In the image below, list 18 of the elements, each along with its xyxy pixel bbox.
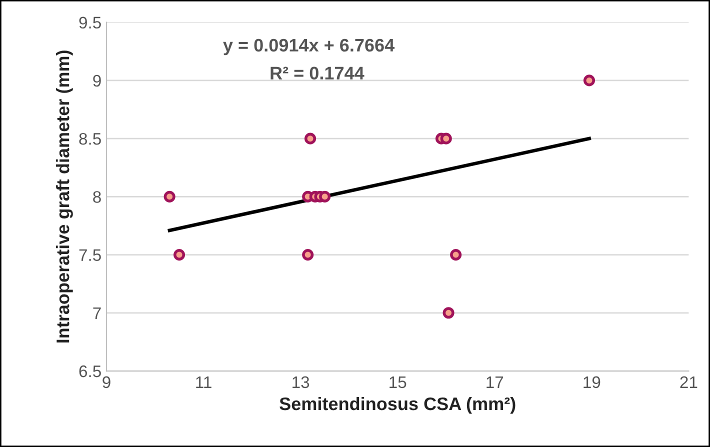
x-tick-label: 19 [584,376,600,388]
x-axis-title: Semitendinosus CSA (mm²) [280,396,516,414]
x-tick-label: 15 [390,376,406,388]
x-tick-label: 21 [680,376,698,388]
x-tick-label: 9 [102,376,110,388]
annotation: R² = 0.1744 [270,66,364,80]
y-tick-label: 7.5 [79,249,101,261]
y-axis-title: Intraoperative graft diameter (mm) [56,50,73,342]
x-tick-label: 11 [196,376,212,388]
y-tick-label: 9.5 [79,16,101,29]
y-tick-label: 7 [93,307,101,319]
x-tick-label: 17 [486,376,504,388]
x-tick-label: 13 [292,376,310,388]
y-tick-label: 8.5 [79,132,101,145]
annotation: y = 0.0914x + 6.7664 [223,38,395,56]
y-tick-label: 6.5 [79,365,101,378]
y-tick-label: 8 [93,191,101,203]
y-tick-label: 9 [93,74,101,87]
